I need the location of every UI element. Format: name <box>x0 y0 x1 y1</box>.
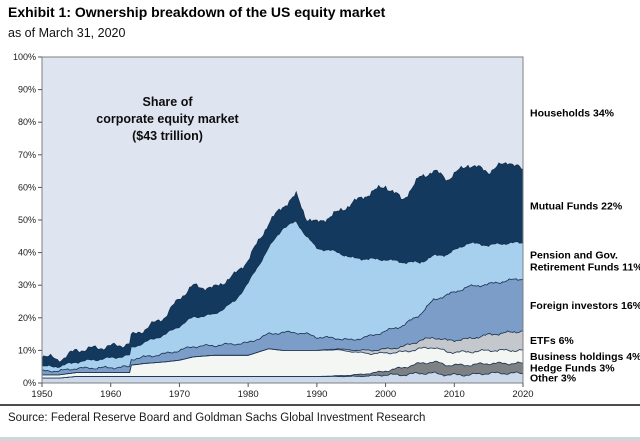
x-tick-label: 1970 <box>169 389 190 400</box>
area-hedge-funds <box>42 361 523 379</box>
label-hedge-funds: Hedge Funds 3% <box>530 363 615 375</box>
y-tick-label: 100% <box>13 52 36 62</box>
chart-annotation: Share of corporate equity market ($43 tr… <box>96 95 239 143</box>
window-edge <box>0 437 640 441</box>
label-other: Other 3% <box>530 373 577 385</box>
x-tick-label: 1950 <box>31 389 52 400</box>
x-tick-label: 1960 <box>100 389 121 400</box>
y-tick-label: 40% <box>18 248 36 258</box>
x-tick-label: 2020 <box>512 389 533 400</box>
boundary-mutual-funds <box>41 162 523 363</box>
y-tick-label: 60% <box>18 182 36 192</box>
y-tick-label: 70% <box>18 150 36 160</box>
y-tick-label: 20% <box>18 313 36 323</box>
area-other <box>42 371 523 383</box>
boundary-pension-funds <box>41 220 524 368</box>
area-business-holdings <box>42 347 523 379</box>
label-pension-funds: Pension and Gov. Retirement Funds 11% <box>530 250 640 274</box>
area-pension-funds <box>42 221 523 373</box>
source-text: Source: Federal Reserve Board and Goldma… <box>8 412 426 424</box>
y-tick-label: 80% <box>18 117 36 127</box>
label-etfs: ETFs 6% <box>530 335 574 347</box>
y-tick-label: 90% <box>18 85 36 95</box>
area-mutual-funds <box>42 162 523 368</box>
y-tick-label: 10% <box>18 345 36 355</box>
boundary-etfs <box>42 330 524 376</box>
label-mutual-funds: Mutual Funds 22% <box>530 201 623 213</box>
x-tick-label: 2010 <box>444 389 465 400</box>
chart-title: Exhibit 1: Ownership breakdown of the US… <box>8 4 386 20</box>
area-foreign-investors <box>42 278 523 375</box>
x-tick-label: 2000 <box>375 389 396 400</box>
y-tick-label: 0% <box>23 378 36 388</box>
boundary-foreign-investors <box>41 278 524 373</box>
y-tick-label: 30% <box>18 280 36 290</box>
stacked-area-chart: 0% 10% 20% 30% 40% 50% 60% 70% 80% 90% 100% 1950 196… <box>13 52 640 400</box>
x-tick-label: 1980 <box>238 389 259 400</box>
boundary-hedge-funds <box>42 360 524 379</box>
label-foreign-investors: Foreign investors 16% <box>530 300 640 312</box>
y-tick-label: 50% <box>18 215 36 225</box>
label-households: Households 34% <box>530 108 615 120</box>
chart-subtitle: as of March 31, 2020 <box>8 26 126 40</box>
label-business-holdings: Business holdings 4% <box>530 351 640 363</box>
source-note: Source: Federal Reserve Board and Goldma… <box>0 404 640 424</box>
x-tick-label: 1990 <box>306 389 327 400</box>
